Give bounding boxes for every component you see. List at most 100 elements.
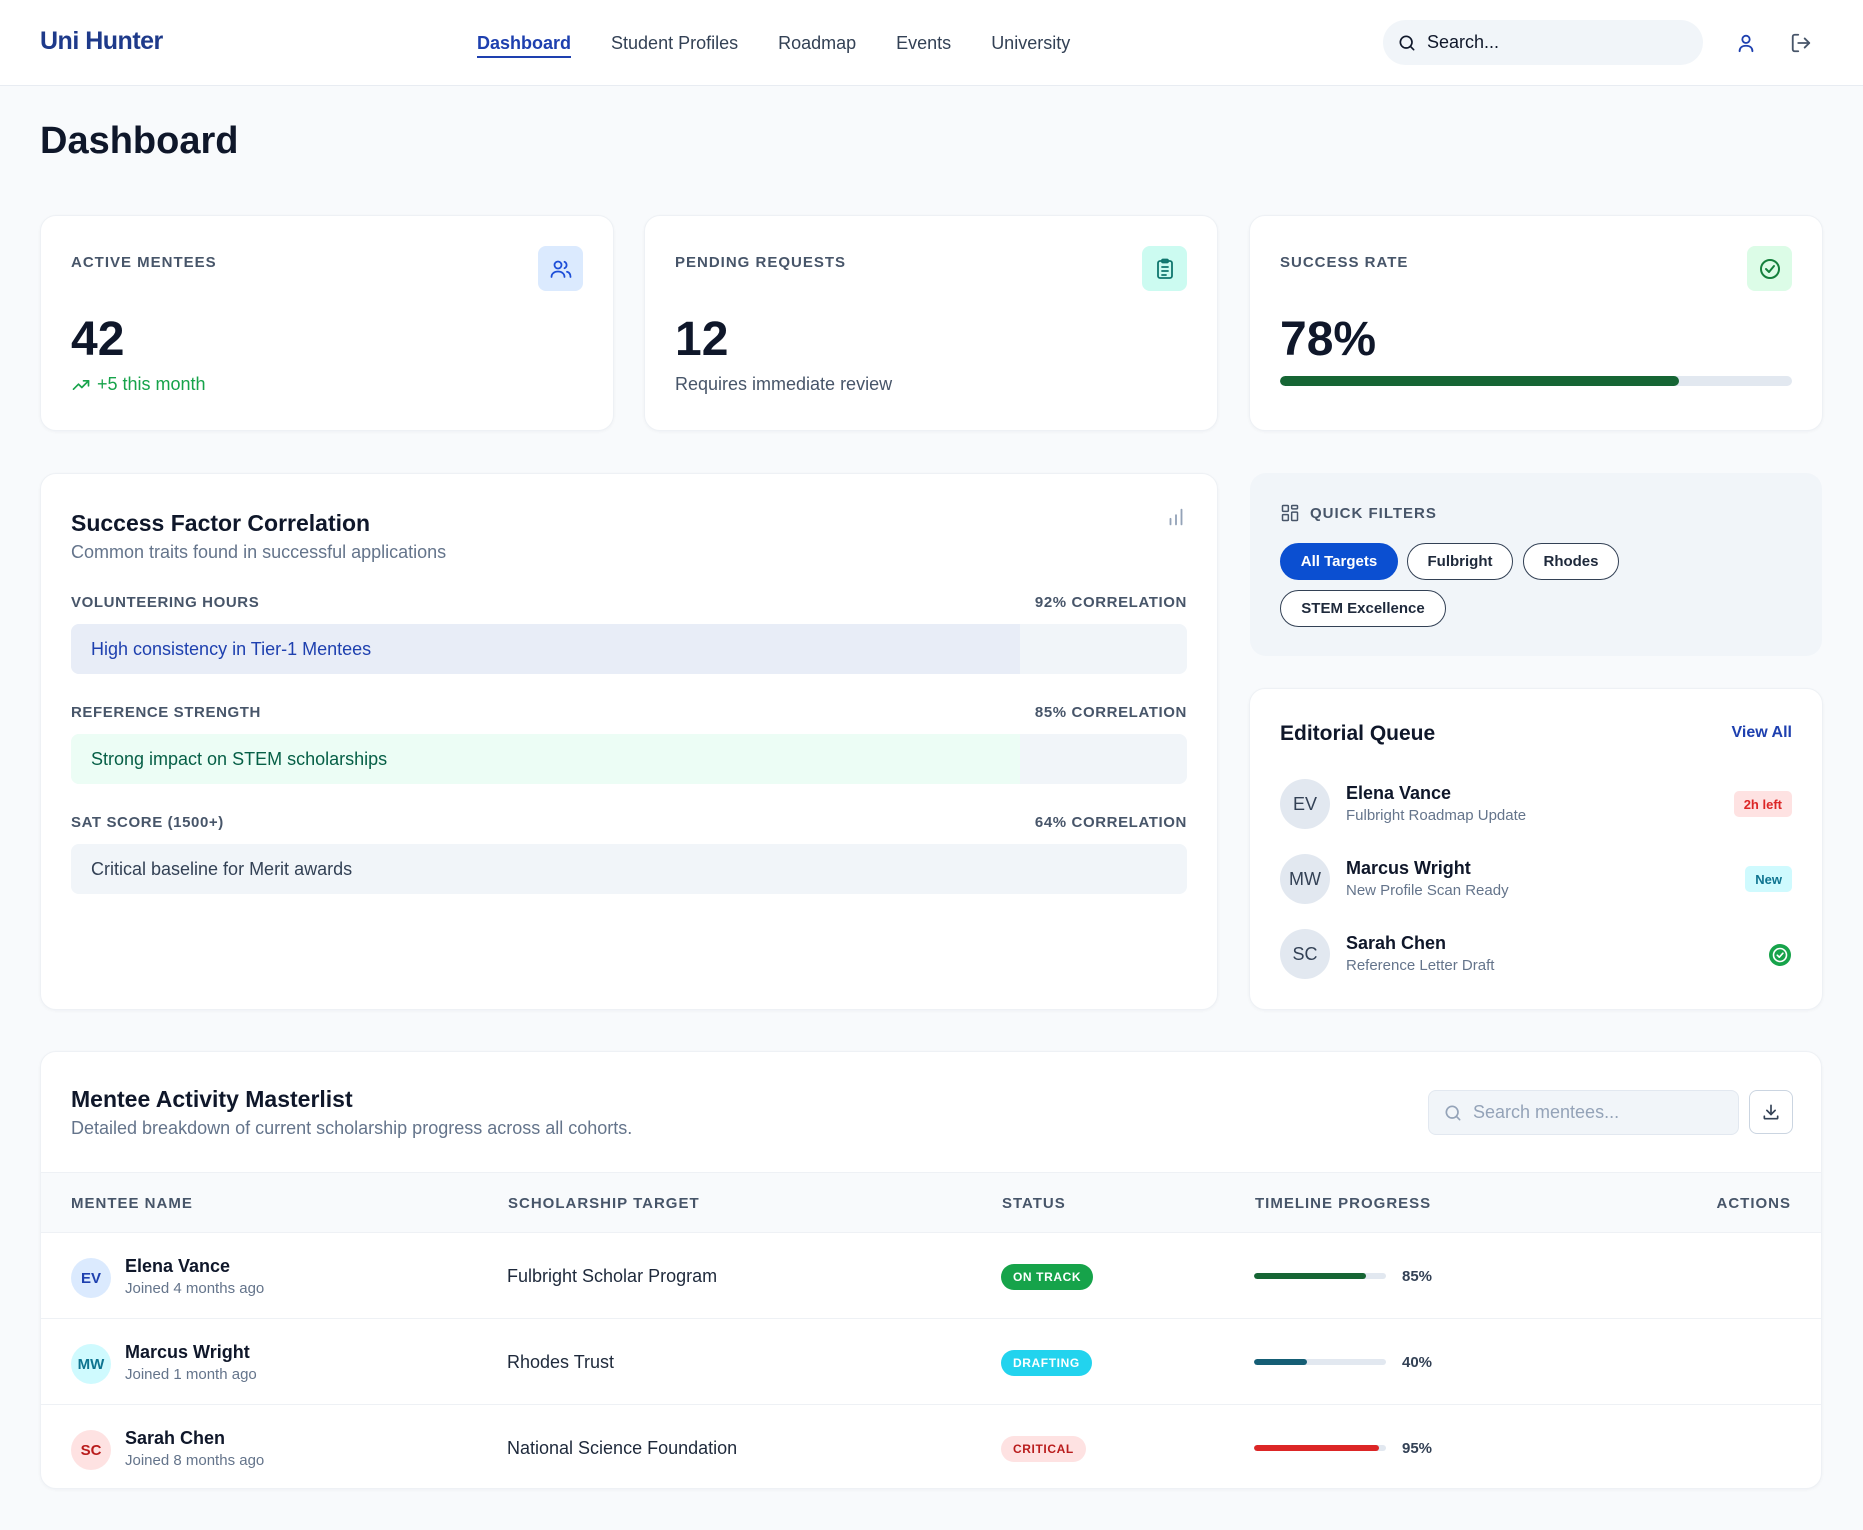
download-button[interactable] <box>1749 1090 1793 1134</box>
global-search-input[interactable]: Search... <box>1383 20 1703 65</box>
status-badge: 2h left <box>1733 791 1792 817</box>
editorial-queue-title: Editorial Queue <box>1280 722 1436 745</box>
timeline-progress-value: 40% <box>1402 1353 1433 1371</box>
stat-label: PENDING REQUESTS <box>675 254 847 271</box>
search-icon <box>1445 1105 1461 1120</box>
filter-chip-rhodes[interactable]: Rhodes <box>1523 543 1619 580</box>
stat-card-success-rate: SUCCESS RATE 78% <box>1249 215 1823 431</box>
success-factor-correlation-card: Success Factor Correlation Common traits… <box>40 473 1218 1010</box>
stat-label: SUCCESS RATE <box>1280 254 1409 271</box>
user-icon[interactable] <box>1735 32 1757 54</box>
column-header-mentee-name[interactable]: MENTEE NAME <box>71 1195 193 1212</box>
logout-icon[interactable] <box>1790 32 1812 54</box>
scholarship-target: Fulbright Scholar Program <box>507 1265 718 1286</box>
stat-value: 78% <box>1280 313 1377 366</box>
correlation-value: 64% CORRELATION <box>1034 814 1187 831</box>
avatar: EV <box>71 1258 111 1298</box>
nav-student-profiles[interactable]: Student Profiles <box>611 32 739 53</box>
correlation-note: Critical baseline for Merit awards <box>91 858 353 879</box>
stat-label: ACTIVE MENTEES <box>71 254 217 271</box>
page-title: Dashboard <box>40 120 239 162</box>
avatar: SC <box>1280 929 1330 979</box>
stat-icon-container <box>538 246 583 291</box>
status-badge: ON TRACK <box>1001 1264 1094 1290</box>
table-row[interactable]: SC Sarah Chen Joined 8 months ago Nation… <box>41 1405 1821 1488</box>
stat-icon-container <box>1142 246 1187 291</box>
correlation-bar-fill <box>71 734 1020 784</box>
column-header-status[interactable]: STATUS <box>1002 1195 1066 1212</box>
mentee-name: Elena Vance <box>125 1256 231 1276</box>
success-rate-progress-fill <box>1280 376 1680 386</box>
nav-roadmap[interactable]: Roadmap <box>778 32 857 53</box>
search-mentees-input[interactable]: Search mentees... <box>1428 1090 1739 1135</box>
users-icon <box>550 260 571 278</box>
mentee-name: Marcus Wright <box>125 1342 250 1362</box>
table-row[interactable]: MW Marcus Wright Joined 1 month ago Rhod… <box>41 1319 1821 1405</box>
top-navigation-bar: Uni Hunter Dashboard Student Profiles Ro… <box>0 0 1863 86</box>
queue-item[interactable]: SC Sarah Chen Reference Letter Draft <box>1280 929 1792 979</box>
nav-university[interactable]: University <box>991 32 1071 53</box>
clipboard-icon <box>1156 258 1173 279</box>
mentee-activity-masterlist: Mentee Activity Masterlist Detailed brea… <box>40 1051 1822 1489</box>
filter-chip-all-targets[interactable]: All Targets <box>1280 543 1398 580</box>
column-header-timeline-progress[interactable]: TIMELINE PROGRESS <box>1255 1195 1432 1212</box>
timeline-progress-track <box>1254 1359 1386 1365</box>
queue-item-description: Fulbright Roadmap Update <box>1346 807 1527 824</box>
correlation-bar: Critical baseline for Merit awards <box>71 844 1187 894</box>
column-header-actions: ACTIONS <box>1716 1195 1791 1212</box>
search-icon <box>1399 35 1415 51</box>
queue-item[interactable]: MW Marcus Wright New Profile Scan Ready … <box>1280 854 1792 904</box>
correlation-label: VOLUNTEERING HOURS <box>71 594 260 611</box>
correlation-label: REFERENCE STRENGTH <box>71 704 261 721</box>
correlation-label: SAT SCORE (1500+) <box>71 814 224 831</box>
timeline-progress-fill <box>1254 1445 1380 1451</box>
column-header-scholarship-target[interactable]: SCHOLARSHIP TARGET <box>508 1195 700 1212</box>
correlation-value: 85% CORRELATION <box>1034 704 1187 721</box>
download-icon <box>1763 1104 1779 1120</box>
mentee-joined: Joined 8 months ago <box>125 1452 265 1469</box>
quick-filters-label: QUICK FILTERS <box>1310 504 1437 522</box>
trending-up-icon <box>72 379 90 390</box>
queue-item-description: Reference Letter Draft <box>1346 957 1495 974</box>
status-badge: New <box>1745 866 1792 892</box>
bar-chart-icon[interactable] <box>1165 506 1187 528</box>
stat-trend-text: +5 this month <box>97 374 206 394</box>
filter-chip-fulbright[interactable]: Fulbright <box>1407 543 1513 580</box>
nav-dashboard[interactable]: Dashboard <box>477 0 572 86</box>
masterlist-title: Mentee Activity Masterlist <box>71 1086 353 1112</box>
scholarship-target: National Science Foundation <box>507 1437 738 1458</box>
grid-icon <box>1281 504 1299 522</box>
correlation-bar: Strong impact on STEM scholarships <box>71 734 1187 784</box>
avatar: EV <box>1280 779 1330 829</box>
mentee-joined: Joined 1 month ago <box>125 1366 257 1383</box>
check-circle-icon <box>1769 944 1791 966</box>
stat-value: 42 <box>71 313 125 366</box>
filter-chip-stem-excellence[interactable]: STEM Excellence <box>1280 590 1446 627</box>
queue-item-name: Marcus Wright <box>1346 858 1471 878</box>
section-subtitle: Common traits found in successful applic… <box>71 542 447 562</box>
stat-subtext: Requires immediate review <box>675 374 893 394</box>
stat-card-active-mentees: ACTIVE MENTEES 42 +5 this month <box>40 215 614 431</box>
correlation-row: REFERENCE STRENGTH 85% CORRELATION Strong… <box>71 704 1187 784</box>
mentee-joined: Joined 4 months ago <box>125 1280 265 1297</box>
queue-item[interactable]: EV Elena Vance Fulbright Roadmap Update … <box>1280 779 1792 829</box>
queue-item-description: New Profile Scan Ready <box>1346 882 1509 899</box>
view-all-link[interactable]: View All <box>1731 724 1792 741</box>
queue-item-name: Elena Vance <box>1346 783 1452 803</box>
search-placeholder: Search... <box>1427 32 1500 52</box>
mentee-name: Sarah Chen <box>125 1428 226 1448</box>
stat-value: 12 <box>675 313 729 366</box>
scholarship-target: Rhodes Trust <box>507 1351 615 1372</box>
avatar: SC <box>71 1430 111 1470</box>
search-mentees-placeholder: Search mentees... <box>1473 1102 1620 1122</box>
stat-icon-container <box>1747 246 1792 291</box>
correlation-value: 92% CORRELATION <box>1034 594 1187 611</box>
table-row[interactable]: EV Elena Vance Joined 4 months ago Fulbr… <box>41 1233 1821 1319</box>
correlation-bar-fill <box>71 624 1020 674</box>
avatar: MW <box>71 1344 111 1384</box>
status-badge: CRITICAL <box>1001 1436 1086 1462</box>
timeline-progress-track <box>1254 1445 1386 1451</box>
stat-card-pending-requests: PENDING REQUESTS 12 Requires immediate r… <box>644 215 1218 431</box>
nav-events[interactable]: Events <box>896 32 952 53</box>
logo[interactable]: Uni Hunter <box>40 27 163 55</box>
